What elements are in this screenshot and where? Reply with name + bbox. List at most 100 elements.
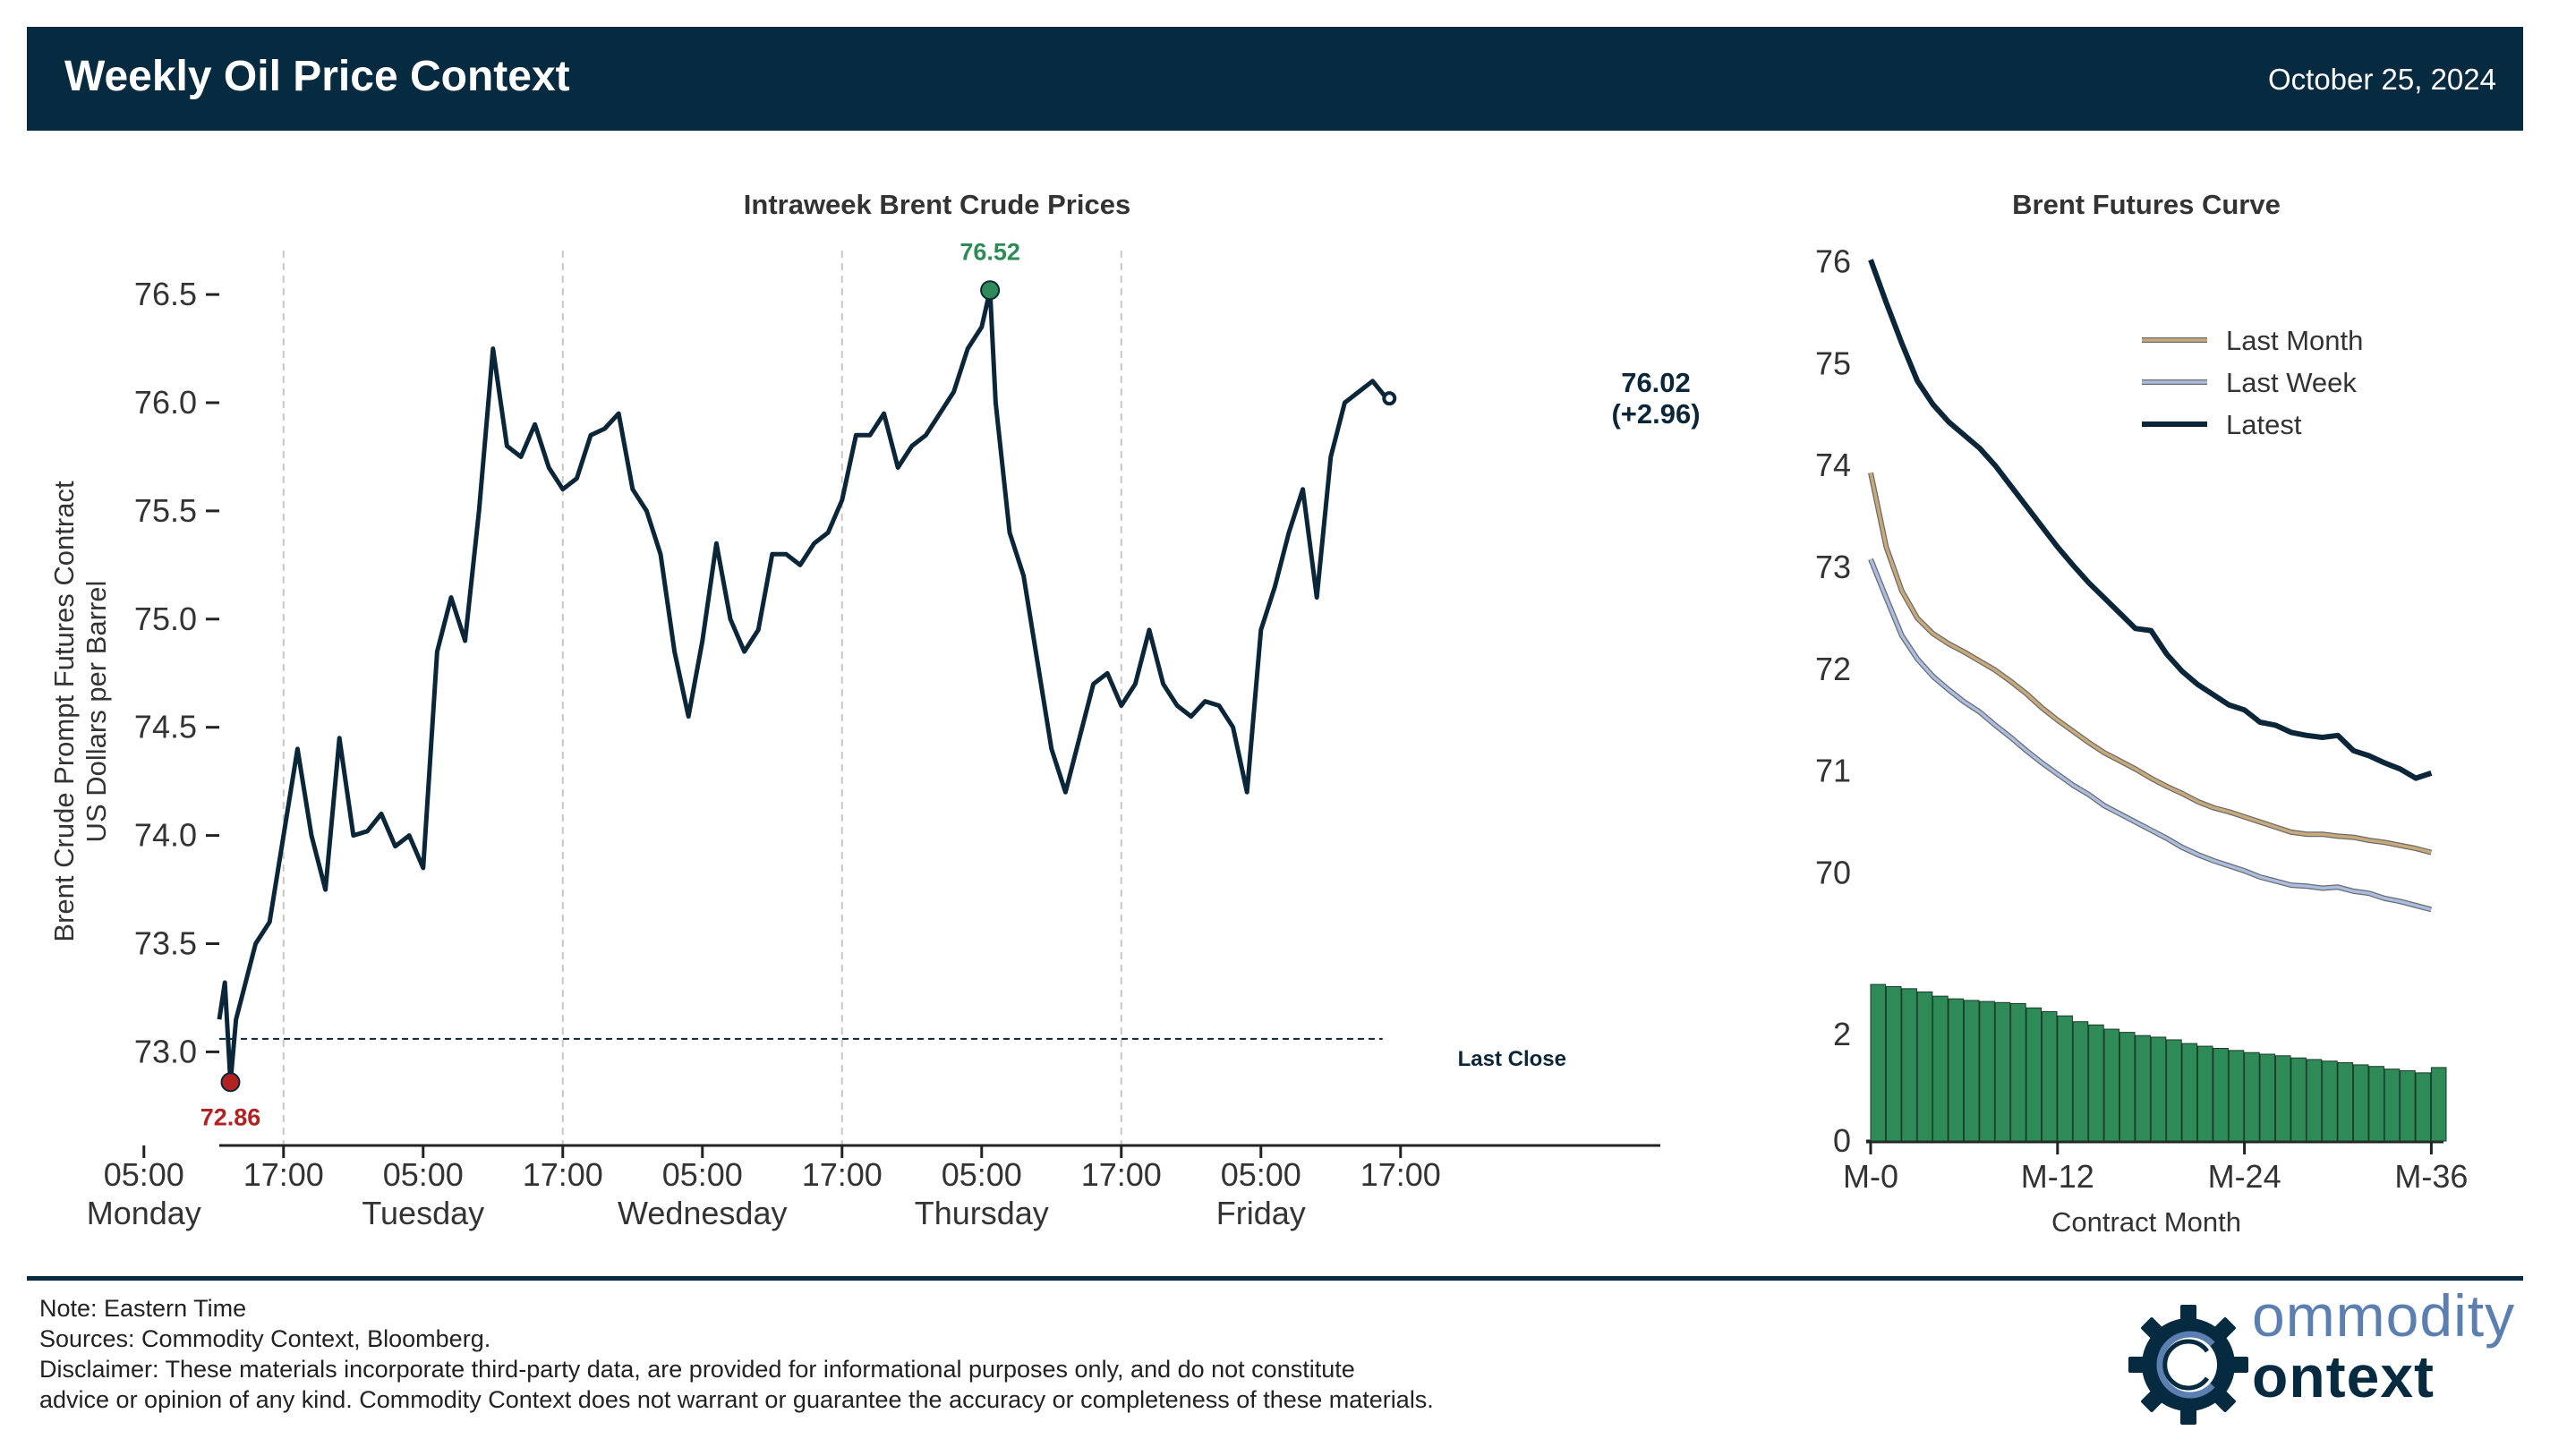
curve-y-tick-label: 70: [1815, 854, 1851, 890]
spread-y-ticks: 02: [1833, 1016, 1851, 1159]
x-tick-label: 17:00: [1360, 1156, 1441, 1193]
month-tick-label: M-36: [2394, 1158, 2468, 1195]
curve-line-outline: [1868, 558, 2433, 913]
last-price-marker: [1382, 391, 1397, 406]
note-text: Note: Eastern Time: [39, 1295, 247, 1322]
intraweek-gridlines: [282, 251, 1122, 1145]
spread-bar: [2415, 1072, 2432, 1142]
futures-y-ticks: 70 71 72 73 74 75 76: [1815, 243, 1851, 891]
spread-bar: [2400, 1069, 2416, 1142]
logo-text-context: ontext: [2252, 1343, 2435, 1409]
x-tick-day: Thursday: [915, 1195, 1049, 1231]
header-banner: Weekly Oil Price Context October 25, 202…: [27, 27, 2523, 131]
intraweek-chart: Intraweek Brent Crude Prices Brent Crude…: [48, 189, 1701, 1231]
last-change-label: (+2.96): [1611, 398, 1700, 430]
spread-y-tick-label: 2: [1833, 1016, 1851, 1052]
spread-bar: [2135, 1035, 2151, 1142]
spread-bar: [2430, 1067, 2447, 1142]
legend-label: Last Week: [2226, 367, 2357, 398]
spread-bar: [2057, 1015, 2073, 1142]
high-label: 76.52: [959, 238, 1020, 265]
futures-curve-chart: Brent Futures Curve 70 71 72 73 74 75 76 Last …: [1815, 189, 2468, 1238]
spread-bar: [2306, 1059, 2323, 1142]
intraweek-chart-title: Intraweek Brent Crude Prices: [744, 189, 1130, 220]
spread-bar: [2368, 1066, 2384, 1142]
curve-y-tick-label: 74: [1815, 447, 1851, 483]
curve-y-tick-label: 71: [1815, 753, 1851, 789]
x-tick-label: 17:00: [802, 1156, 883, 1193]
spread-bar: [2166, 1039, 2182, 1142]
spread-bar: [1932, 995, 1949, 1142]
spread-bar: [2337, 1062, 2354, 1142]
x-tick-label: 05:00: [383, 1156, 464, 1193]
legend-label: Latest: [2226, 409, 2302, 440]
curve-line-latest: [1868, 259, 2433, 781]
spread-bar: [2041, 1010, 2058, 1142]
commodity-context-logo: ommodity ontext: [2121, 1280, 2515, 1445]
spread-bar: [1979, 1000, 1995, 1142]
x-tick-label: 05:00: [942, 1156, 1022, 1193]
x-tick-label: 05:00: [104, 1156, 184, 1193]
spread-bar: [1948, 998, 1965, 1142]
logo-text-commodity: ommodity: [2252, 1282, 2516, 1349]
futures-curve-lines: [1868, 259, 2433, 913]
x-tick-day: Wednesday: [618, 1195, 787, 1231]
curve-line-last-week: [1869, 558, 2432, 912]
contract-month-ticks: M-0 M-12 M-24 M-36: [1843, 1142, 2468, 1195]
spread-bar: [2181, 1043, 2198, 1142]
disclaimer-line-1: Disclaimer: These materials incorporate …: [39, 1356, 1355, 1383]
spread-bar: [1885, 985, 1902, 1142]
y-tick-label: 76.5: [134, 276, 197, 312]
spread-axes: [1866, 1139, 2443, 1144]
charts-canvas: Intraweek Brent Crude Prices Brent Crude…: [48, 189, 2468, 1238]
y-tick-label: 73.0: [134, 1033, 197, 1069]
y-tick-label: 74.0: [134, 817, 197, 854]
spread-bar: [2322, 1060, 2338, 1142]
brent-price-line: [217, 287, 1390, 1085]
spread-bar: [1901, 988, 1917, 1142]
y-tick-label: 75.5: [134, 492, 197, 529]
x-tick-label: 17:00: [523, 1156, 603, 1193]
futures-chart-title: Brent Futures Curve: [2012, 189, 2281, 220]
sources-text: Sources: Commodity Context, Bloomberg.: [39, 1325, 491, 1352]
spread-y-tick-label: 0: [1833, 1122, 1851, 1159]
curve-y-tick-label: 73: [1815, 549, 1851, 585]
low-marker: [220, 1072, 241, 1093]
high-marker: [980, 280, 1001, 301]
spread-bar: [2150, 1036, 2167, 1142]
month-tick-label: M-24: [2208, 1158, 2281, 1195]
spread-bar: [2274, 1055, 2291, 1142]
spread-bar: [2244, 1052, 2260, 1142]
last-close-label: Last Close: [1458, 1047, 1566, 1071]
spread-bar: [2290, 1057, 2307, 1142]
footer-rule: [27, 1276, 2523, 1281]
footer-notes: Note: Eastern Time Sources: Commodity Co…: [39, 1293, 1434, 1415]
curve-line-last-month: [1869, 472, 2432, 855]
last-price-label: 76.02: [1621, 367, 1691, 398]
x-tick-label: 05:00: [662, 1156, 743, 1193]
y-tick-label: 75.0: [134, 600, 197, 637]
y-tick-label: 74.5: [134, 709, 197, 745]
x-tick-label: 17:00: [1081, 1156, 1162, 1193]
y-tick-label: 73.5: [134, 925, 197, 962]
curve-y-tick-label: 76: [1815, 243, 1851, 280]
spread-bar: [2228, 1050, 2245, 1142]
futures-legend: Last Month Last Week Latest: [2142, 325, 2363, 440]
spread-bar: [2352, 1064, 2369, 1142]
x-tick-label: 17:00: [243, 1156, 324, 1193]
x-tick-label: 05:00: [1221, 1156, 1301, 1193]
month-tick-label: M-0: [1843, 1158, 1898, 1195]
gear-icon: [2128, 1305, 2248, 1425]
curve-line-outline: [1868, 472, 2433, 856]
spread-bar: [2213, 1047, 2229, 1142]
futures-xlabel: Contract Month: [2051, 1206, 2241, 1238]
report-date: October 25, 2024: [2267, 63, 2496, 96]
legend-label: Last Month: [2226, 325, 2363, 356]
intraweek-y-ticks: 73.0 73.5 74.0 74.5 75.0 75.5 76.0 76.5: [134, 276, 219, 1069]
spread-bar: [2196, 1045, 2213, 1142]
curve-y-tick-label: 72: [1815, 651, 1851, 687]
disclaimer-line-2: advice or opinion of any kind. Commodity…: [39, 1386, 1434, 1413]
spread-bar: [1916, 991, 1933, 1142]
spread-bar: [2026, 1007, 2043, 1142]
